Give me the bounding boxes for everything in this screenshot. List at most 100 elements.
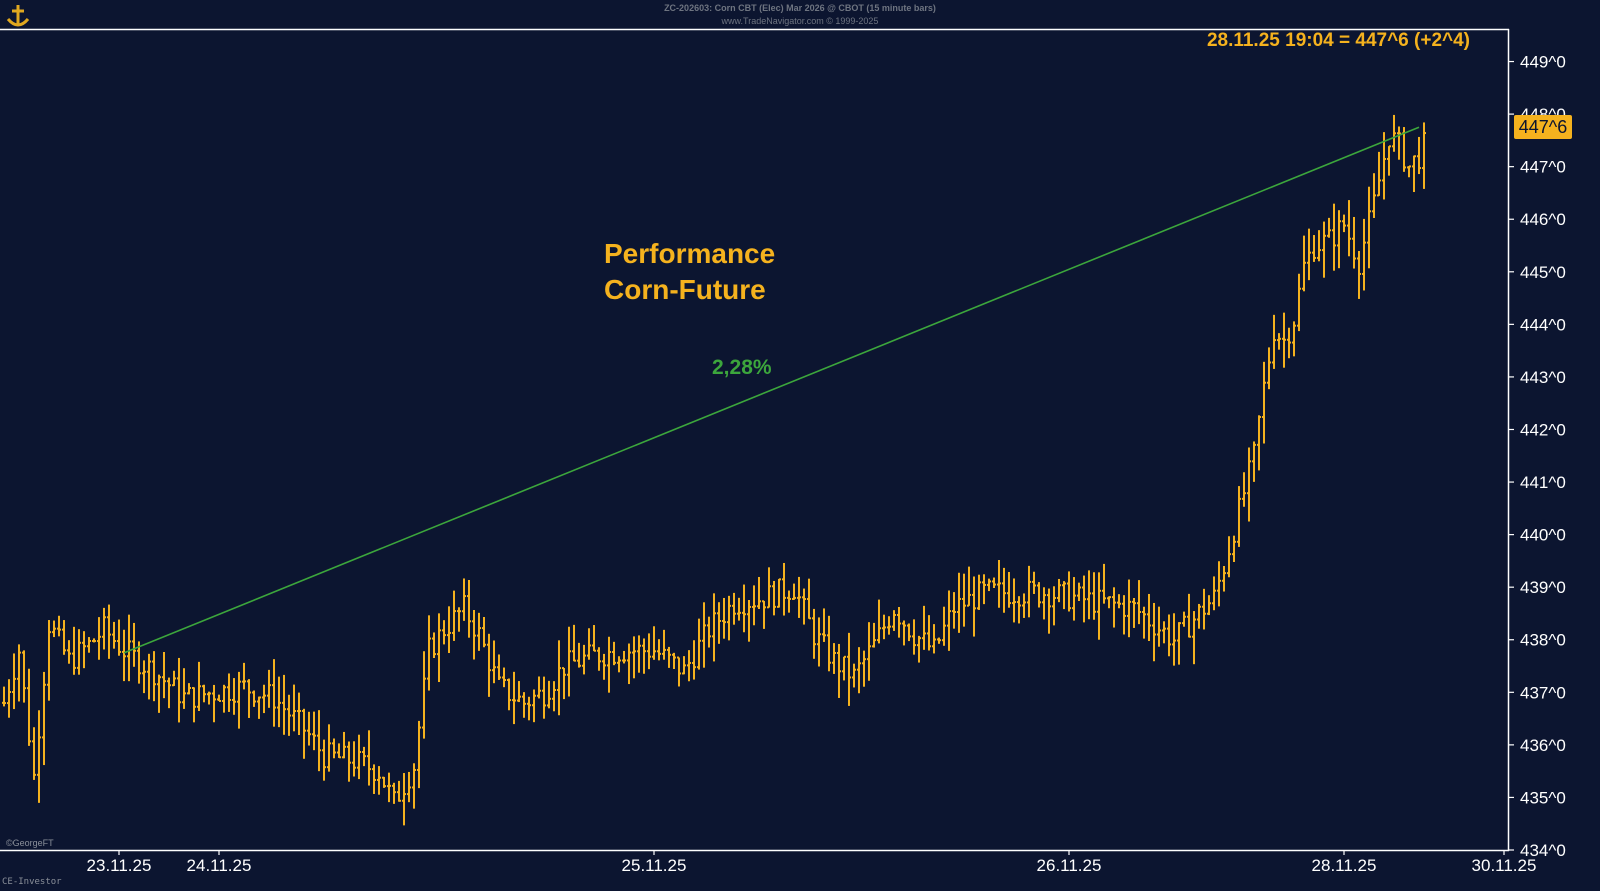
- ohlc-bar: [1172, 613, 1176, 666]
- ohlc-bar: [1247, 447, 1251, 522]
- ohlc-bar: [952, 592, 956, 629]
- source-credit: CE-Investor: [2, 877, 62, 887]
- ohlc-bar: [487, 633, 491, 697]
- ohlc-bar: [592, 625, 596, 652]
- ohlc-bar: [262, 684, 266, 714]
- ohlc-bar: [812, 608, 816, 659]
- ohlc-bar: [1157, 606, 1161, 647]
- ohlc-bar: [182, 668, 186, 709]
- ohlc-bar: [942, 606, 946, 646]
- ohlc-bar: [307, 711, 311, 746]
- ohlc-bar: [697, 618, 701, 670]
- ohlc-bar: [947, 590, 951, 651]
- ohlc-bar: [897, 607, 901, 638]
- ohlc-bar: [47, 620, 51, 701]
- ohlc-bar: [927, 615, 931, 651]
- ohlc-bar: [767, 567, 771, 609]
- ohlc-bar: [407, 771, 411, 803]
- ohlc-bar: [442, 620, 446, 645]
- ohlc-bar: [1097, 572, 1101, 640]
- ohlc-bar: [257, 696, 261, 719]
- ohlc-bar: [77, 629, 81, 675]
- y-tick-label: 443^0: [1520, 368, 1566, 387]
- ohlc-bar: [1182, 611, 1186, 627]
- ohlc-bar: [512, 671, 516, 725]
- ohlc-bar: [1012, 578, 1016, 623]
- ohlc-bar: [1207, 595, 1211, 616]
- ohlc-bar: [227, 673, 231, 712]
- ohlc-bar: [477, 612, 481, 651]
- ohlc-bar: [272, 659, 276, 727]
- ohlc-bar: [1307, 228, 1311, 281]
- ohlc-bar: [362, 746, 366, 767]
- ohlc-bar: [962, 573, 966, 627]
- ohlc-bar: [637, 635, 641, 673]
- ohlc-bar: [157, 674, 161, 713]
- ohlc-bar: [107, 604, 111, 659]
- ohlc-bar: [112, 621, 116, 649]
- ohlc-bar: [1392, 114, 1396, 152]
- ohlc-bar: [797, 576, 801, 618]
- ohlc-bar: [82, 631, 86, 669]
- ohlc-bar: [687, 650, 691, 682]
- ohlc-bar: [167, 677, 171, 709]
- ohlc-bar: [1377, 151, 1381, 197]
- ohlc-bar: [92, 638, 96, 643]
- ohlc-bar: [187, 683, 191, 695]
- ohlc-bar: [862, 650, 866, 687]
- ohlc-bar: [122, 629, 126, 682]
- ohlc-bar: [582, 644, 586, 675]
- ohlc-bar: [662, 629, 666, 660]
- price-readout: 28.11.25 19:04 = 447^6 (+2^4): [1206, 30, 1470, 51]
- ohlc-bar: [197, 661, 201, 712]
- ohlc-bar: [537, 676, 541, 699]
- ohlc-bar: [1242, 472, 1246, 507]
- ohlc-bar: [1147, 593, 1151, 641]
- y-tick-label: 440^0: [1520, 526, 1566, 545]
- ohlc-bar: [2, 686, 6, 707]
- ohlc-bar: [622, 650, 626, 664]
- performance-label: 2,28%: [712, 356, 772, 379]
- ohlc-bar: [137, 641, 141, 684]
- ohlc-bar: [437, 613, 441, 683]
- ohlc-bar: [432, 632, 436, 658]
- ohlc-bar: [1292, 321, 1296, 357]
- ohlc-bar: [847, 632, 851, 706]
- ohlc-bar: [212, 684, 216, 723]
- ohlc-bar: [37, 710, 41, 803]
- ohlc-bar: [967, 566, 971, 607]
- x-tick-label: 24.11.25: [187, 856, 252, 875]
- ohlc-bar: [1192, 611, 1196, 665]
- ohlc-bar: [452, 590, 456, 641]
- ohlc-bar: [577, 642, 581, 668]
- y-tick-label: 437^0: [1520, 683, 1566, 702]
- ohlc-bar: [1357, 250, 1361, 299]
- ohlc-bar: [817, 617, 821, 667]
- trendline-layer: [123, 126, 1420, 654]
- ohlc-bar: [382, 776, 386, 788]
- ohlc-bar: [377, 766, 381, 795]
- chart-header-copyright: www.TradeNavigator.com © 1999-2025: [721, 16, 879, 26]
- ohlc-bar: [557, 640, 561, 716]
- ohlc-bar: [27, 668, 31, 746]
- ohlc-bar: [1417, 136, 1421, 175]
- ohlc-bar: [1127, 579, 1131, 638]
- ohlc-bar: [57, 615, 61, 637]
- ohlc-bar: [117, 619, 121, 656]
- ohlc-bar: [792, 583, 796, 600]
- ohlc-bar: [1167, 614, 1171, 657]
- ohlc-bar: [1152, 602, 1156, 662]
- ohlc-bar: [997, 559, 1001, 608]
- ohlc-bar: [532, 689, 536, 723]
- ohlc-bar: [52, 620, 56, 638]
- ohlc-bar: [832, 643, 836, 674]
- ohlc-bar: [1212, 576, 1216, 611]
- ohlc-bar: [1287, 327, 1291, 359]
- ohlc-bar: [387, 772, 391, 803]
- y-tick-label: 441^0: [1520, 473, 1566, 492]
- ohlc-bar: [607, 636, 611, 693]
- ohlc-bar: [127, 614, 131, 682]
- ohlc-bar: [62, 620, 66, 655]
- ohlc-bar: [87, 637, 91, 653]
